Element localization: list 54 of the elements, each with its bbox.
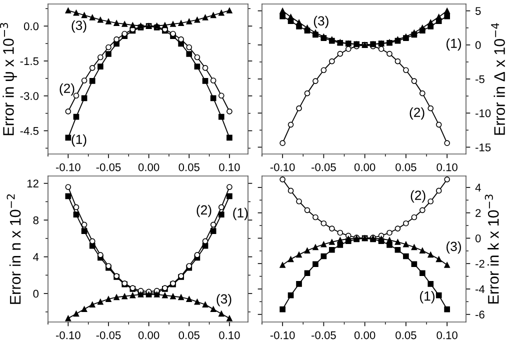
x-tick-label: 0.00: [354, 163, 376, 172]
annotation: (2): [60, 83, 74, 96]
y-tick-label: 8: [33, 216, 38, 224]
annotation: (1): [72, 134, 86, 147]
y2-tick-label: -4: [476, 285, 485, 294]
y-tick-label: -4.5: [20, 127, 39, 135]
x-tick-label: 0.10: [436, 163, 458, 172]
y2-tick-label: 0: [475, 234, 481, 242]
y2-tick-label: -15: [476, 144, 491, 152]
y2-tick-label: -6: [476, 310, 484, 319]
x-tick-label: 0.10: [436, 331, 458, 340]
annotation: (3): [72, 20, 86, 33]
x-tick-label: -0.05: [96, 163, 121, 172]
x-tick-label: -0.05: [312, 163, 336, 172]
y2-axis-title: Error in Δ x 10$^{−4}$: [491, 23, 505, 135]
x-tick-label: 0.10: [219, 331, 240, 340]
y-axis-title: Error in ψ x 10$^{−3}$: [0, 22, 17, 136]
y2-tick-label: 2: [476, 209, 481, 217]
y2-tick-label: -10: [476, 109, 491, 118]
annotation: (2): [410, 190, 426, 203]
y-tick-label: 12: [27, 180, 38, 188]
x-tick-label: -0.10: [56, 163, 80, 172]
annotation: (1): [446, 38, 462, 51]
y-tick-label: -1.5: [20, 57, 39, 66]
y-tick-label: 0: [33, 290, 39, 298]
x-tick-label: -0.10: [270, 331, 295, 340]
x-tick-label: -0.05: [96, 331, 121, 340]
annotation: (1): [420, 291, 434, 304]
y2-tick-label: -5: [476, 75, 484, 84]
y2-axis-title: Error in k x 10$^{−3}$: [484, 194, 499, 304]
x-tick-label: 0.05: [396, 163, 416, 172]
y2-tick-label: 4: [475, 184, 481, 192]
annotation: (3): [314, 16, 328, 28]
y2-tick-label: -2: [476, 260, 484, 268]
y2-tick-label: 0: [475, 41, 481, 50]
x-tick-label: 0.05: [396, 331, 416, 340]
y-axis-title: Error in n x 10$^{−2}$: [6, 194, 21, 304]
x-tick-label: -0.10: [56, 331, 80, 340]
x-tick-label: -0.05: [312, 331, 336, 340]
x-tick-label: 0.00: [138, 163, 160, 172]
y-tick-label: 0.0: [24, 22, 39, 30]
annotation: (2): [196, 204, 212, 218]
x-tick-label: 0.05: [178, 331, 200, 340]
x-tick-label: 0.00: [354, 331, 376, 340]
y2-tick-label: 5: [475, 7, 481, 15]
annotation: (3): [216, 294, 232, 306]
annotation: (3): [446, 241, 462, 254]
y-tick-label: -3.0: [20, 92, 39, 100]
annotation: (2): [410, 107, 424, 120]
x-tick-label: 0.05: [178, 163, 200, 172]
x-tick-label: 0.10: [219, 163, 240, 172]
x-tick-label: 0.00: [138, 331, 160, 340]
y-tick-label: 4: [33, 253, 39, 261]
x-tick-label: -0.10: [270, 163, 295, 172]
